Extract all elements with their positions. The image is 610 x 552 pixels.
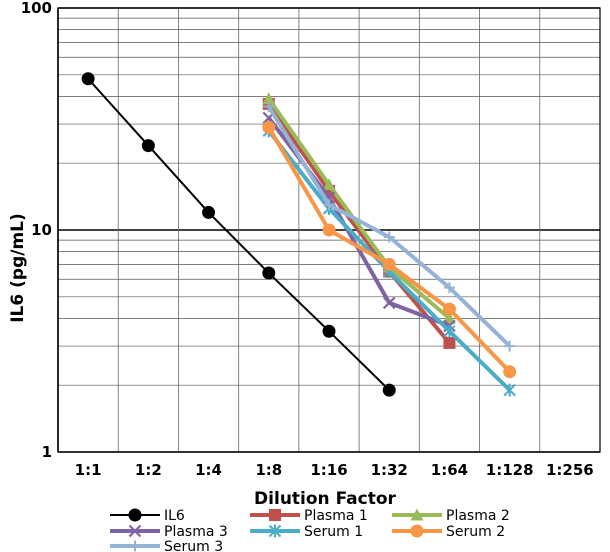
legend-marker-il6 [128,508,142,522]
x-axis-title: Dilution Factor [254,489,396,509]
data-point-serum-2 [262,120,276,134]
legend-label-plasma-2: Plasma 2 [446,508,510,524]
data-point-plasma-2 [322,178,336,191]
x-tick-label: 1:4 [195,461,222,479]
y-axis-title: IL6 (pg/mL) [8,213,28,323]
legend-item-plasma-3: Plasma 3 [110,524,228,540]
series-line-plasma-2 [267,97,451,320]
legend: IL6 Plasma 1 Plasma 2 Plasma 3 Serum 1 Serum … [110,508,510,552]
x-tick-label: 1:32 [371,461,408,479]
y-tick-label: 100 [21,0,52,17]
x-tick-label: 1:16 [310,461,347,479]
series-serum-2 [262,120,517,379]
legend-marker-serum-1 [268,524,282,538]
series-il6 [81,72,396,397]
series-layer [81,72,517,397]
legend-label-plasma-1: Plasma 1 [304,508,368,524]
plot-border [57,7,601,453]
series-line-plasma-1 [267,102,451,345]
legend-marker-serum-3 [129,540,141,552]
series-serum-3 [263,101,516,352]
data-point-serum-2 [503,365,517,379]
data-point-serum-3 [443,282,455,294]
x-tick-label: 1:64 [431,461,468,479]
legend-marker-plasma-2 [410,508,424,521]
data-point-plasma-3 [382,296,396,310]
data-point-serum-2 [322,223,336,237]
legend-item-plasma-2: Plasma 2 [392,508,510,524]
legend-label-serum-1: Serum 1 [304,524,363,540]
data-point-il6 [382,383,396,397]
x-axis-ticks: 1:1 1:2 1:4 1:8 1:16 1:32 1:64 1:128 1:256 [75,461,594,479]
legend-marker-plasma-3 [128,524,142,538]
data-point-serum-3 [323,199,335,211]
legend-item-il6: IL6 [110,508,185,524]
data-point-plasma-1 [443,336,456,349]
series-line-il6 [87,78,390,391]
legend-label-serum-3: Serum 3 [164,539,223,552]
legend-marker-plasma-1 [269,509,281,521]
legend-marker-serum-2 [410,524,424,538]
y-tick-label: 10 [31,221,52,239]
data-point-il6 [141,139,155,153]
data-point-serum-1 [443,324,456,338]
data-point-il6 [262,266,276,280]
data-point-serum-3 [504,340,516,352]
data-point-serum-1 [503,383,516,397]
legend-label-il6: IL6 [164,508,185,524]
data-point-il6 [81,72,95,86]
data-point-serum-3 [383,231,395,243]
x-tick-label: 1:256 [546,461,594,479]
data-point-plasma-2 [262,92,276,105]
data-point-serum-2 [382,257,396,271]
series-line-serum-3 [267,105,512,348]
legend-label-plasma-3: Plasma 3 [164,524,228,540]
x-tick-label: 1:2 [135,461,162,479]
x-tick-label: 1:1 [75,461,102,479]
legend-item-serum-3: Serum 3 [110,539,223,552]
data-point-serum-3 [263,101,275,113]
legend-label-serum-2: Serum 2 [446,524,505,540]
x-tick-label: 1:8 [255,461,282,479]
y-tick-label: 1 [42,443,52,461]
data-point-plasma-2 [442,311,456,324]
x-tick-label: 1:128 [486,461,534,479]
data-point-il6 [202,205,216,219]
legend-item-plasma-1: Plasma 1 [250,508,368,524]
y-axis-ticks: 1 10 100 [21,0,52,461]
data-point-il6 [322,324,336,338]
legend-item-serum-1: Serum 1 [250,524,363,540]
data-point-serum-2 [442,302,456,316]
legend-item-serum-2: Serum 2 [392,524,505,540]
